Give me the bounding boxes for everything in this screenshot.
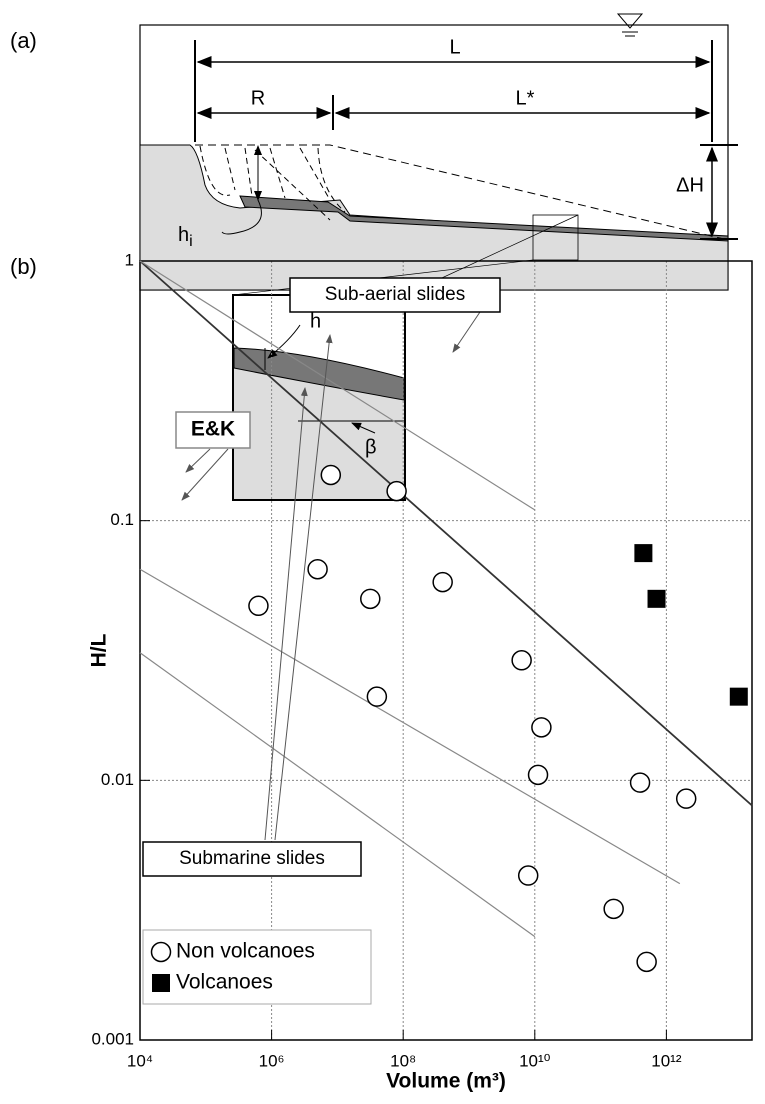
point <box>307 558 328 580</box>
legend-label: Volcanoes <box>176 971 273 994</box>
point <box>647 589 666 608</box>
legend-box <box>142 929 372 1005</box>
point <box>366 686 388 707</box>
hi-leader <box>221 199 262 235</box>
panel-label: (a) <box>10 28 37 53</box>
legend-marker <box>152 974 170 992</box>
annotation-box <box>289 277 501 313</box>
annotation-arrow <box>181 448 229 501</box>
water-symbol <box>616 13 644 37</box>
x-tick-label: 10⁶ <box>259 1051 285 1070</box>
label-h-inset: h <box>310 310 321 332</box>
label-dH: ΔH <box>676 174 704 196</box>
annotation-box <box>175 411 251 449</box>
point <box>629 772 651 793</box>
annotation-box <box>142 841 362 877</box>
beta-arrow <box>351 422 376 434</box>
annotation-arrow <box>274 334 333 841</box>
reference-line <box>139 260 536 511</box>
label-i: i <box>189 233 193 250</box>
point <box>432 571 453 593</box>
x-tick-label: 10¹² <box>651 1051 682 1070</box>
point <box>320 464 342 486</box>
annotation: E&K <box>191 418 235 441</box>
y-tick-label: 0.01 <box>101 770 134 789</box>
point <box>248 595 269 617</box>
panel-label: (b) <box>10 254 37 279</box>
reference-line <box>139 260 753 807</box>
legend-label: Non volcanoes <box>176 940 315 963</box>
annotation-arrow <box>185 448 211 473</box>
label-beta: β <box>365 436 377 458</box>
point <box>527 764 549 786</box>
label-h: h <box>178 224 189 246</box>
point <box>511 650 532 671</box>
annotation-arrow <box>452 311 481 353</box>
point <box>636 951 657 973</box>
zoom-box <box>532 214 579 261</box>
annotation: Sub-aerial slides <box>325 284 465 305</box>
point <box>531 717 552 738</box>
label-Lstar: L* <box>516 87 535 109</box>
annotation: Submarine slides <box>179 848 325 869</box>
label-hi: hi <box>178 224 193 250</box>
point <box>634 544 653 563</box>
y-tick-label: 1 <box>125 250 134 269</box>
x-axis-title: Volume (m³) <box>386 1070 506 1093</box>
h-leader <box>267 324 301 359</box>
reference-line <box>139 652 536 938</box>
y-tick-label: 0.001 <box>91 1029 134 1048</box>
x-tick-label: 10⁸ <box>390 1051 416 1070</box>
annotation-arrow <box>264 387 308 841</box>
panel-b: (b) 10⁴ 10⁶ 10⁸ 10¹⁰ 10¹² 0.001 0.01 0.1 1 Volume … <box>10 250 753 1093</box>
y-axis-title: H/L <box>88 633 111 667</box>
label-R: R <box>251 87 265 109</box>
point <box>517 865 539 886</box>
point <box>360 588 381 610</box>
plot-frame <box>139 260 753 1041</box>
dashed-profile <box>195 144 729 241</box>
point <box>603 898 624 920</box>
x-tick-label: 10⁴ <box>127 1051 153 1070</box>
legend-marker <box>150 941 172 963</box>
point <box>386 480 407 502</box>
failure-lines <box>199 145 346 221</box>
x-tick-label: 10¹⁰ <box>519 1051 551 1070</box>
y-tick-label: 0.1 <box>110 510 134 529</box>
point <box>729 687 748 706</box>
point <box>675 788 697 809</box>
reference-line <box>139 568 681 885</box>
label-L: L <box>449 36 460 58</box>
ground <box>139 144 729 291</box>
slide-layer <box>239 195 729 242</box>
panel-a: (a) L R L* ΔH hi h β <box>10 13 738 501</box>
